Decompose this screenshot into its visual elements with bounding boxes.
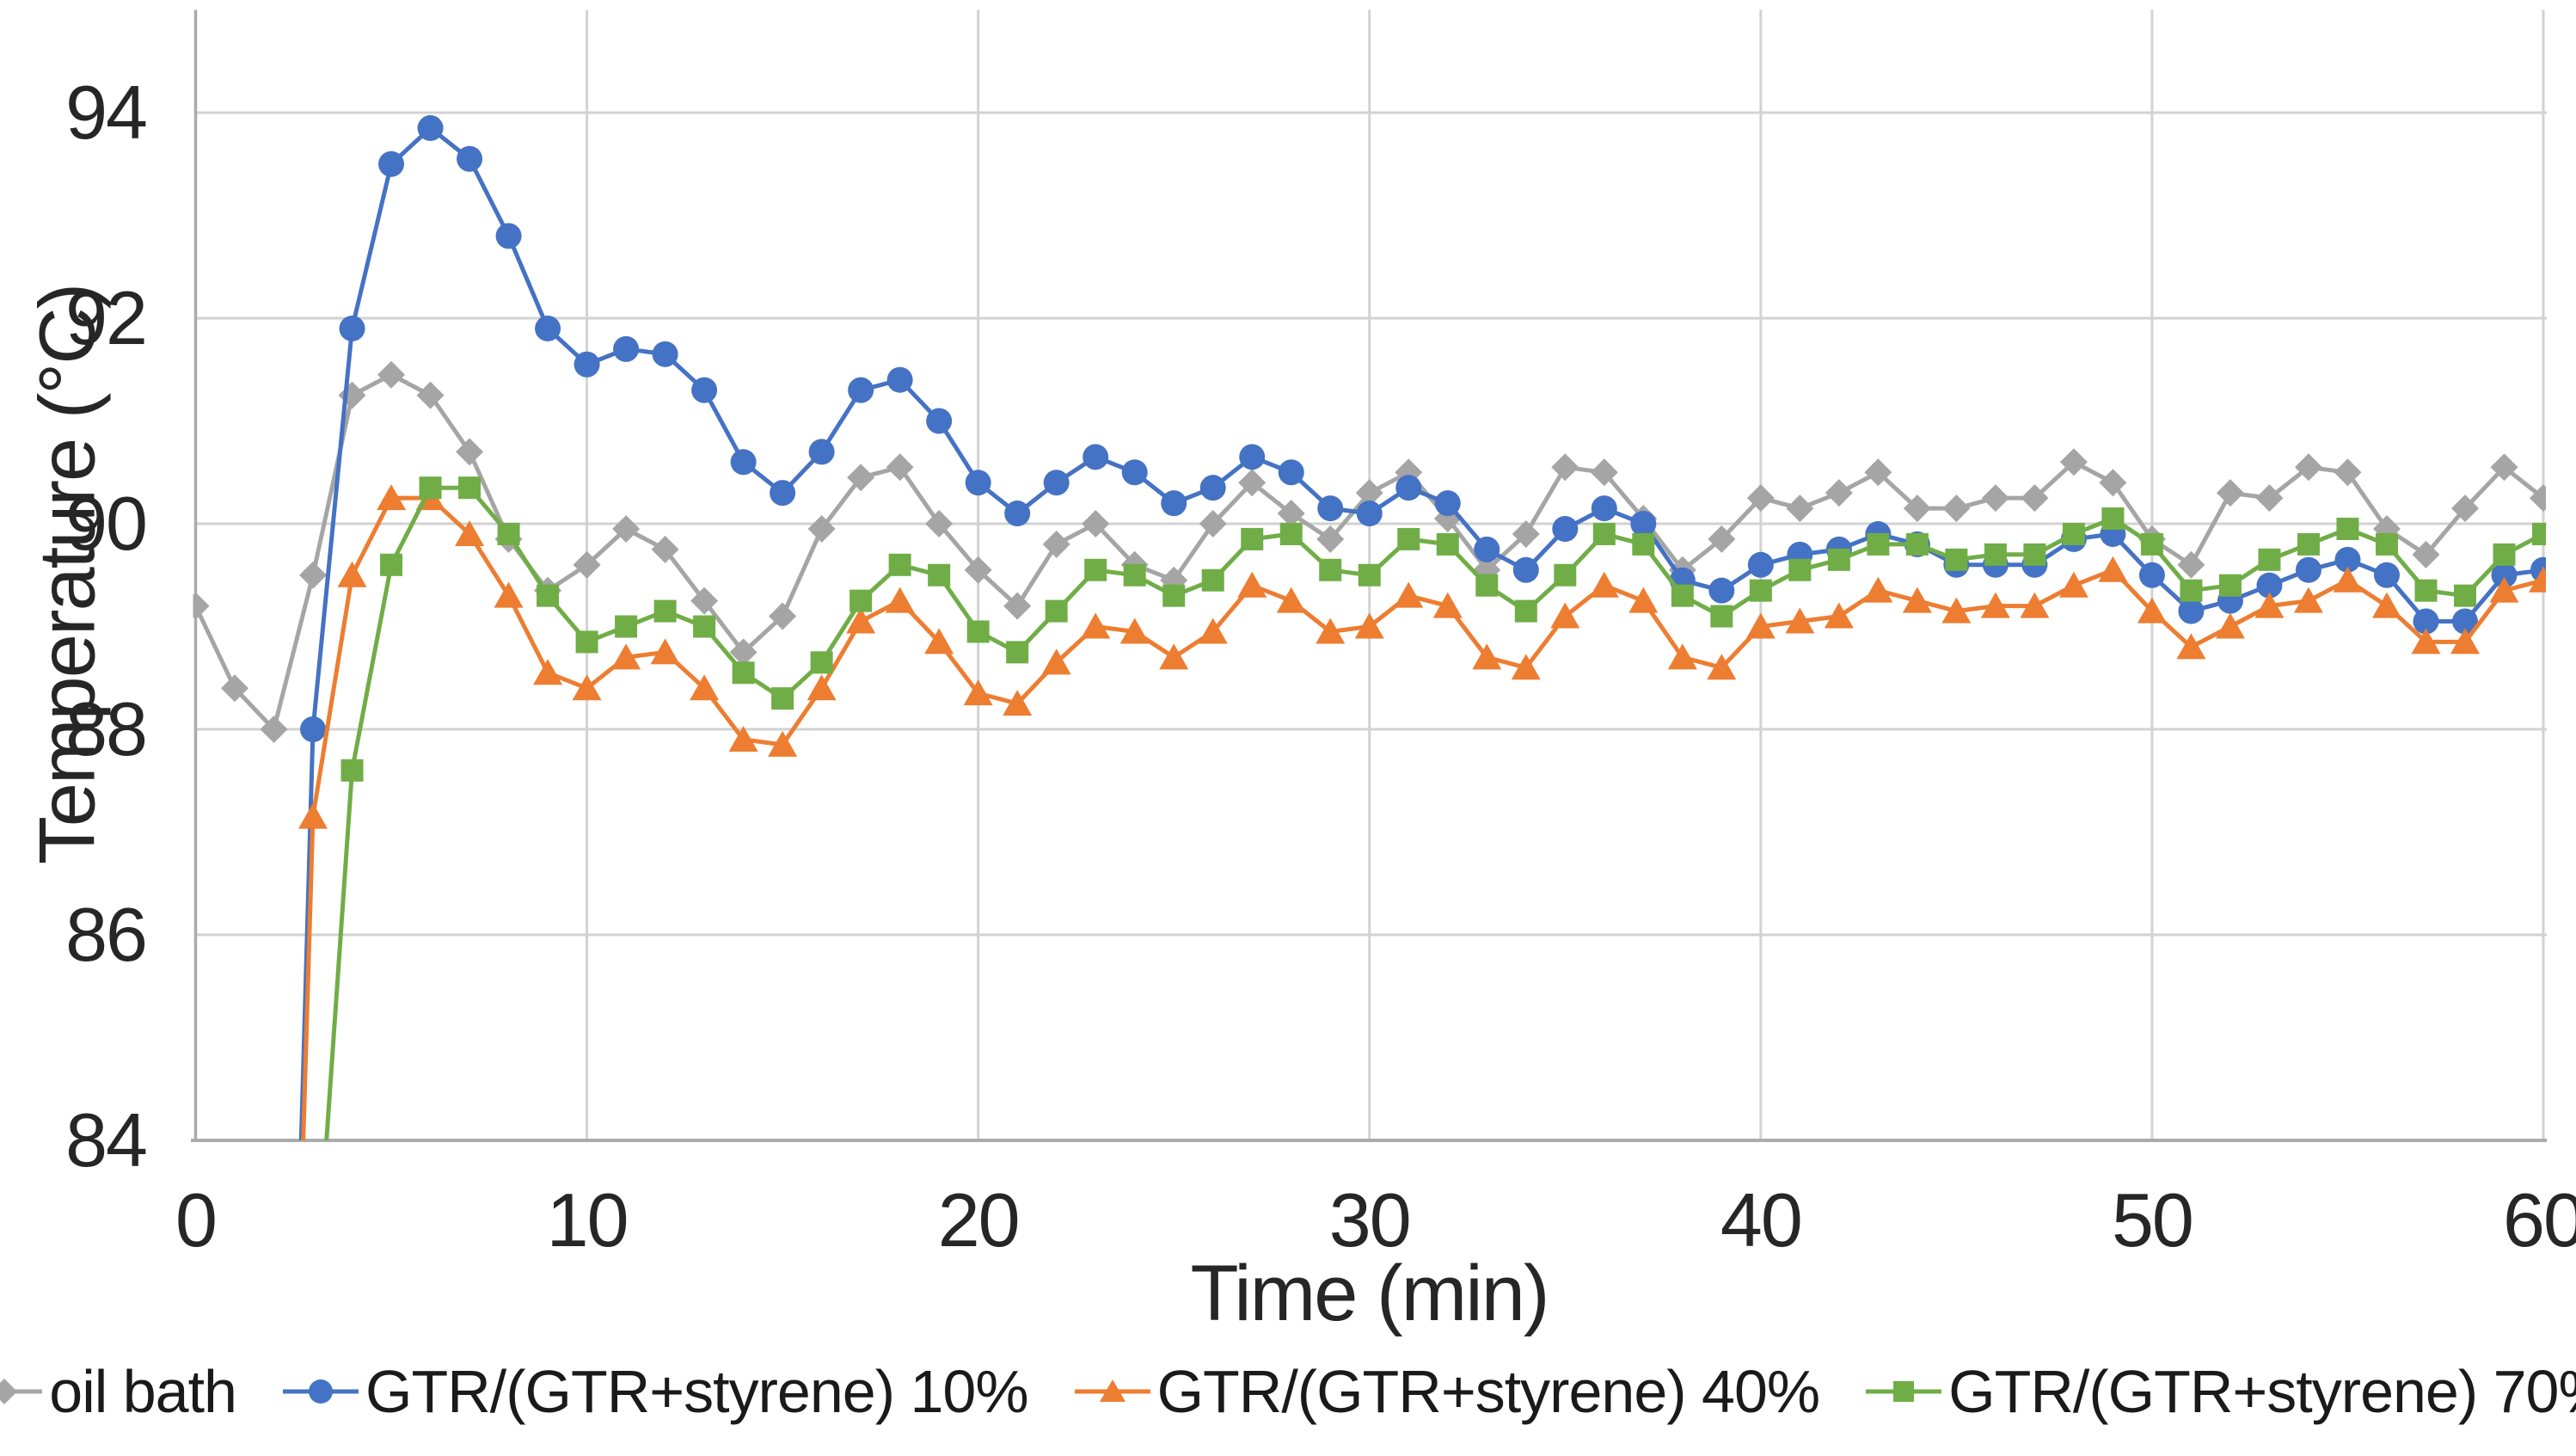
- y-tick-label-86: 86: [65, 892, 148, 977]
- y-tick-label-92: 92: [65, 275, 148, 360]
- x-tick-label-50: 50: [2111, 1177, 2194, 1262]
- legend-label: oil bath: [49, 1358, 237, 1425]
- y-tick-label-88: 88: [65, 686, 148, 771]
- legend-label: GTR/(GTR+styrene) 70%: [1948, 1358, 2576, 1425]
- series-gtr-gtr-styrene-10-: [298, 114, 2546, 1140]
- square-legend-marker-icon: [1866, 1381, 1942, 1402]
- legend-item-gtr-gtr-styrene-70-: GTR/(GTR+styrene) 70%: [1864, 1357, 2576, 1426]
- legend-item-gtr-gtr-styrene-10-: GTR/(GTR+styrene) 10%: [281, 1357, 1029, 1426]
- x-tick-label-40: 40: [1720, 1177, 1803, 1262]
- circle-legend-marker-icon: [283, 1379, 359, 1404]
- series-gtr-gtr-styrene-70-: [324, 476, 2546, 1140]
- x-axis-title: Time (min): [1190, 1250, 1549, 1337]
- legend-label: GTR/(GTR+styrene) 40%: [1156, 1358, 1821, 1425]
- x-tick-label-0: 0: [175, 1177, 218, 1262]
- x-tick-label-60: 60: [2503, 1177, 2576, 1262]
- x-tick-label-10: 10: [546, 1177, 629, 1262]
- legend: oil bath GTR/(GTR+styrene) 10% GTR/(GTR+st…: [0, 1357, 2576, 1426]
- y-tick-label-94: 94: [65, 70, 148, 155]
- y-tick-label-84: 84: [65, 1097, 148, 1183]
- legend-label: GTR/(GTR+styrene) 10%: [365, 1358, 1029, 1425]
- y-tick-label-90: 90: [65, 481, 148, 566]
- legend-item-oil-bath: oil bath: [0, 1357, 237, 1426]
- x-tick-label-30: 30: [1328, 1177, 1412, 1262]
- triangle-legend-marker-icon: [1074, 1379, 1150, 1402]
- series-gtr-gtr-styrene-40-: [298, 484, 2546, 1140]
- x-tick-label-20: 20: [937, 1177, 1021, 1262]
- diamond-legend-marker-icon: [0, 1379, 43, 1404]
- legend-item-gtr-gtr-styrene-40-: GTR/(GTR+styrene) 40%: [1073, 1357, 1820, 1426]
